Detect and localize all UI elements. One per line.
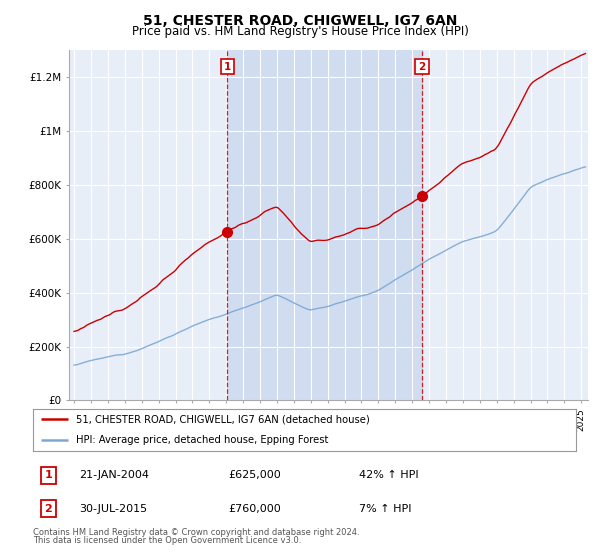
Text: 42% ↑ HPI: 42% ↑ HPI [359, 470, 418, 480]
Text: 2: 2 [418, 62, 425, 72]
Text: 30-JUL-2015: 30-JUL-2015 [79, 504, 147, 514]
Text: This data is licensed under the Open Government Licence v3.0.: This data is licensed under the Open Gov… [33, 536, 301, 545]
Text: 51, CHESTER ROAD, CHIGWELL, IG7 6AN (detached house): 51, CHESTER ROAD, CHIGWELL, IG7 6AN (det… [76, 414, 370, 424]
Text: 51, CHESTER ROAD, CHIGWELL, IG7 6AN: 51, CHESTER ROAD, CHIGWELL, IG7 6AN [143, 14, 457, 28]
Text: 2: 2 [44, 504, 52, 514]
Text: 21-JAN-2004: 21-JAN-2004 [79, 470, 149, 480]
Text: Contains HM Land Registry data © Crown copyright and database right 2024.: Contains HM Land Registry data © Crown c… [33, 528, 359, 536]
Text: Price paid vs. HM Land Registry's House Price Index (HPI): Price paid vs. HM Land Registry's House … [131, 25, 469, 38]
Text: £760,000: £760,000 [229, 504, 281, 514]
Text: £625,000: £625,000 [229, 470, 281, 480]
Text: 7% ↑ HPI: 7% ↑ HPI [359, 504, 412, 514]
Bar [227, 50, 422, 400]
Text: 1: 1 [224, 62, 231, 72]
Text: HPI: Average price, detached house, Epping Forest: HPI: Average price, detached house, Eppi… [76, 435, 329, 445]
Text: 1: 1 [44, 470, 52, 480]
